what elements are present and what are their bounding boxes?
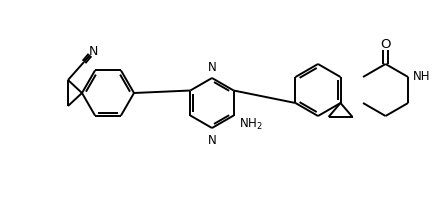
Text: NH$_2$: NH$_2$ <box>239 116 263 131</box>
Text: N: N <box>208 133 216 146</box>
Text: O: O <box>380 37 391 50</box>
Text: N: N <box>89 45 99 58</box>
Text: NH: NH <box>413 69 430 82</box>
Text: N: N <box>208 61 216 74</box>
